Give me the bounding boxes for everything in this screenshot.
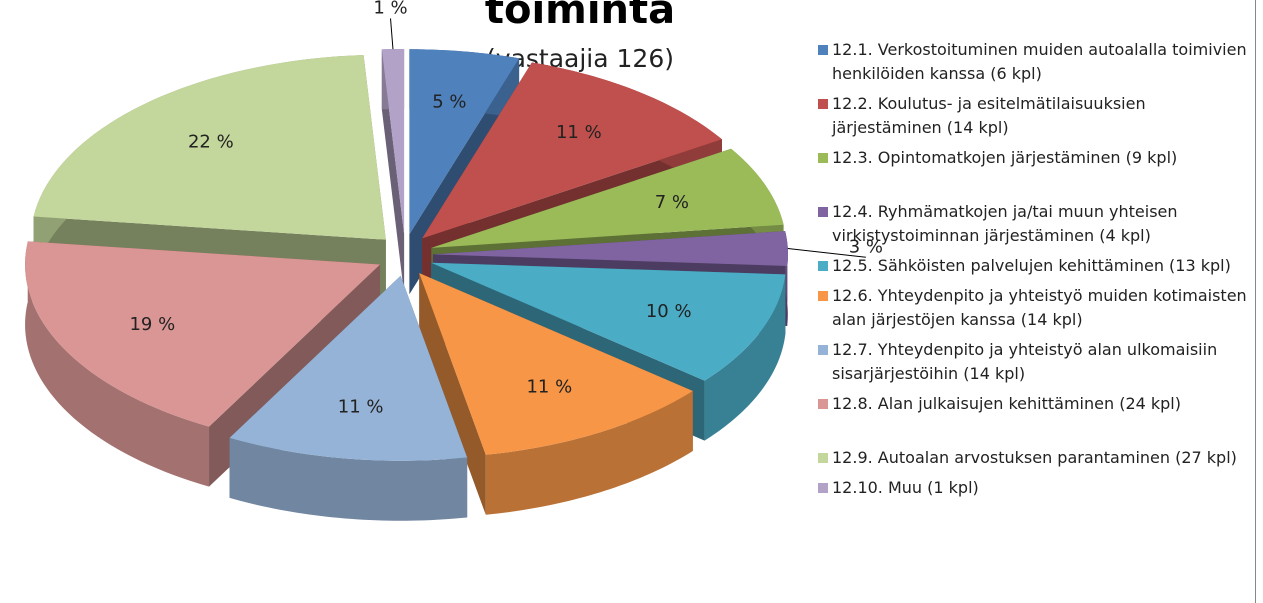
- slice-top: [419, 273, 693, 455]
- slice-top: [381, 49, 405, 235]
- data-label: 3 %: [849, 236, 883, 257]
- data-label: 11 %: [338, 396, 384, 417]
- data-label: 7 %: [655, 192, 689, 213]
- legend-label: 12.6. Yhteydenpito ja yhteistyö muiden k…: [832, 286, 1247, 329]
- legend-item: 12.9. Autoalan arvostuksen parantaminen …: [818, 446, 1258, 470]
- legend-label: 12.8. Alan julkaisujen kehittäminen (24 …: [832, 394, 1181, 413]
- legend-swatch: [818, 453, 828, 463]
- chart-title: toiminta: [485, 0, 675, 33]
- slice-side: [381, 49, 405, 295]
- legend-swatch: [818, 483, 828, 493]
- leader-line: [787, 248, 866, 258]
- legend-item: 12.2. Koulutus- ja esitelmätilaisuuksien…: [818, 92, 1258, 140]
- legend-label: 12.5. Sähköisten palvelujen kehittäminen…: [832, 256, 1231, 275]
- slice: [419, 273, 693, 515]
- slice-rim: [704, 274, 786, 441]
- data-label: 10 %: [646, 301, 692, 322]
- slice-top: [409, 49, 520, 235]
- legend-item: 12.6. Yhteydenpito ja yhteistyö muiden k…: [818, 284, 1258, 332]
- legend-item: 12.3. Opintomatkojen järjestäminen (9 kp…: [818, 146, 1258, 170]
- slice-top: [431, 262, 786, 381]
- legend-item: 12.4. Ryhmämatkojen ja/tai muun yhteisen…: [818, 200, 1258, 248]
- legend-swatch: [818, 261, 828, 271]
- legend-item: 12.5. Sähköisten palvelujen kehittäminen…: [818, 254, 1258, 278]
- slice-top: [25, 241, 381, 427]
- legend-item: 12.1. Verkostoituminen muiden autoalalla…: [818, 38, 1258, 86]
- legend-label: 12.9. Autoalan arvostuksen parantaminen …: [832, 448, 1237, 467]
- legend-label: 12.1. Verkostoituminen muiden autoalalla…: [832, 40, 1247, 83]
- data-label: 11 %: [556, 122, 602, 143]
- legend-item: 12.7. Yhteydenpito ja yhteistyö alan ulk…: [818, 338, 1258, 386]
- legend-item: 12.10. Muu (1 kpl): [818, 476, 1258, 500]
- legend-label: 12.4. Ryhmämatkojen ja/tai muun yhteisen…: [832, 202, 1178, 245]
- legend-swatch: [818, 345, 828, 355]
- legend-label: 12.10. Muu (1 kpl): [832, 478, 979, 497]
- legend-label: 12.3. Opintomatkojen järjestäminen (9 kp…: [832, 148, 1178, 167]
- slice-side: [419, 273, 486, 515]
- pie: [25, 49, 788, 521]
- slice-top: [229, 275, 468, 461]
- data-label: 5 %: [432, 92, 466, 113]
- slice-top: [33, 55, 386, 240]
- legend-label: 12.2. Koulutus- ja esitelmätilaisuuksien…: [832, 94, 1146, 137]
- data-label: 22 %: [188, 132, 234, 153]
- legend-swatch: [818, 153, 828, 163]
- slice-top: [432, 231, 788, 266]
- slice-rim: [485, 390, 693, 515]
- data-label: 19 %: [129, 314, 175, 335]
- slice-top: [431, 148, 784, 248]
- legend-item: 12.8. Alan julkaisujen kehittäminen (24 …: [818, 392, 1258, 416]
- legend-swatch: [818, 207, 828, 217]
- data-label: 1 %: [373, 0, 407, 18]
- legend-swatch: [818, 291, 828, 301]
- legend-swatch: [818, 45, 828, 55]
- legend-swatch: [818, 399, 828, 409]
- slice: [229, 275, 468, 521]
- slice: [381, 49, 405, 295]
- slice-rim: [25, 241, 210, 487]
- legend: 12.1. Verkostoituminen muiden autoalalla…: [818, 38, 1258, 506]
- legend-label: 12.7. Yhteydenpito ja yhteistyö alan ulk…: [832, 340, 1218, 383]
- data-label: 11 %: [526, 377, 572, 398]
- frame: [1255, 0, 1256, 603]
- slice-rim: [229, 437, 468, 521]
- legend-swatch: [818, 99, 828, 109]
- slice-top: [422, 62, 722, 239]
- leader-line: [390, 18, 394, 50]
